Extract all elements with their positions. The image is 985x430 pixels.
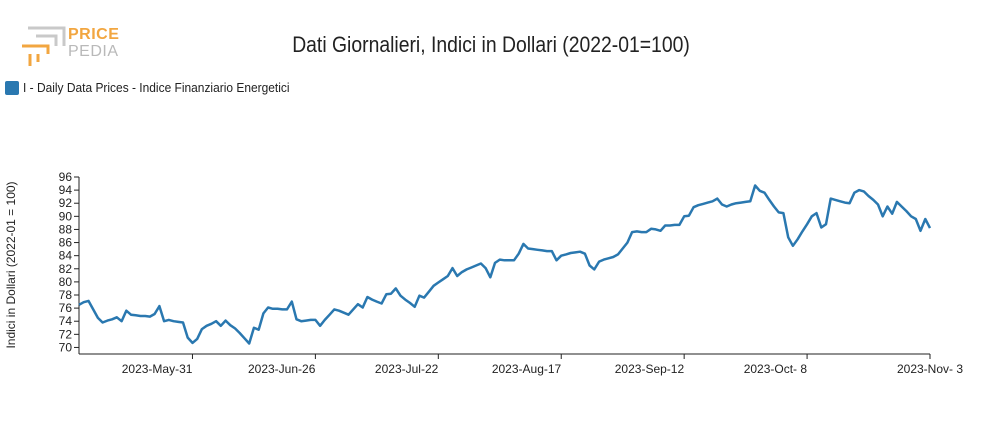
y-tick-label: 94 — [59, 183, 73, 197]
y-tick-label: 88 — [59, 222, 73, 236]
y-tick-label: 92 — [59, 196, 73, 210]
y-tick-label: 82 — [59, 262, 73, 276]
x-axis: 2023-May-31 2023-Jun-26 2023-Jul-22 2023-Au… — [79, 353, 963, 376]
y-tick-label: 70 — [59, 340, 73, 354]
y-tick-label: 76 — [59, 301, 73, 315]
y-tick-label: 84 — [59, 249, 73, 263]
y-tick-label: 86 — [59, 236, 73, 250]
y-tick-label: 90 — [59, 209, 73, 223]
legend-swatch — [5, 80, 19, 95]
series-line[interactable] — [78, 184, 932, 345]
x-tick-label: 2023-Aug-17 — [492, 362, 562, 376]
logo-mark-icon — [22, 26, 66, 66]
y-tick-label: 80 — [59, 275, 73, 289]
x-tick-label: 2023-Oct- 8 — [744, 362, 808, 376]
y-axis-title: Indici in Dollari (2022-01 = 100) — [4, 181, 18, 348]
chart-title: Dati Giornalieri, Indici in Dollari (202… — [292, 32, 690, 57]
x-tick-label: 2023-Jun-26 — [248, 362, 316, 376]
logo-word-price: PRICE — [68, 26, 120, 43]
y-tick-label: 96 — [59, 170, 73, 184]
chart-legend[interactable]: I - Daily Data Prices - Indice Finanziar… — [5, 80, 313, 95]
pricepedia-logo: PRICE PEDIA — [18, 24, 128, 68]
x-tick-label: 2023-May-31 — [122, 362, 193, 376]
logo-word-pedia: PEDIA — [68, 43, 119, 60]
y-tick-label: 72 — [59, 327, 73, 341]
x-tick-label: 2023-Jul-22 — [375, 362, 439, 376]
y-tick-label: 78 — [59, 288, 73, 302]
y-tick-label: 74 — [59, 314, 73, 328]
x-tick-label: 2023-Sep-12 — [615, 362, 685, 376]
x-tick-label: 2023-Nov- 3 — [897, 362, 963, 376]
legend-label: I - Daily Data Prices - Indice Finanziar… — [23, 80, 290, 95]
